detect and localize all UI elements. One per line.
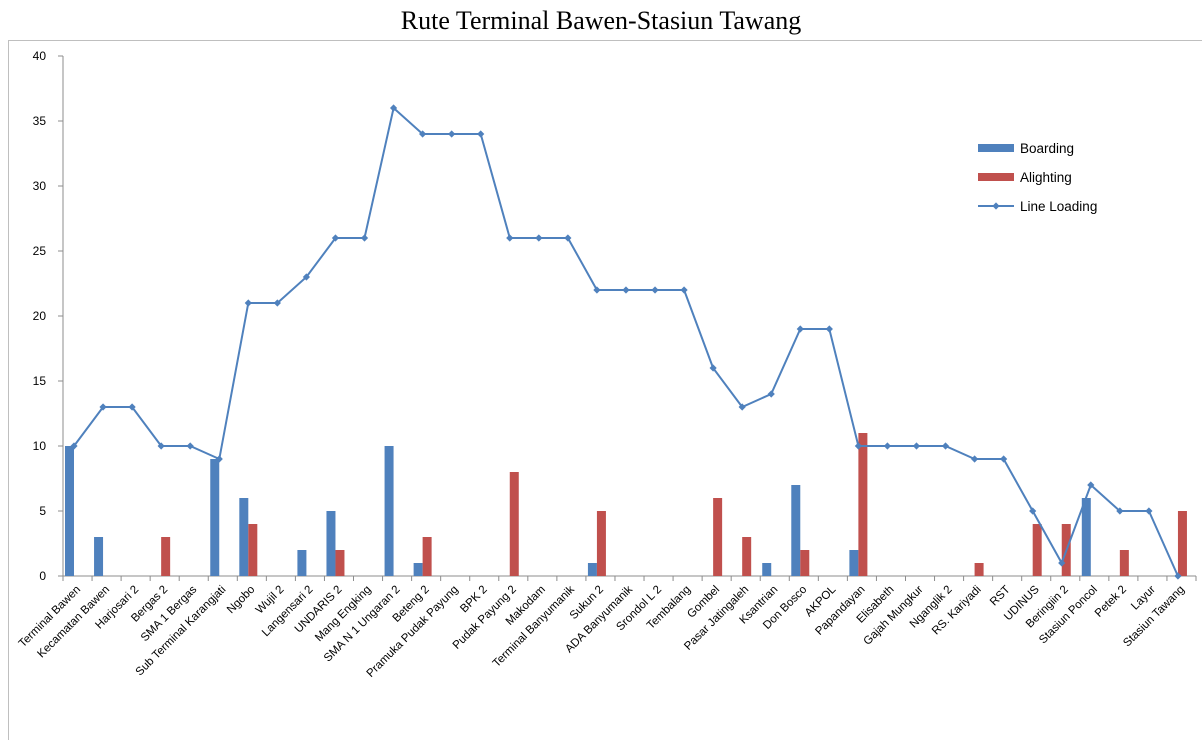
line-loading-point (564, 234, 572, 242)
legend-label: Line Loading (1020, 199, 1097, 214)
line-loading-point (941, 442, 950, 450)
bar-alighting (1032, 524, 1042, 576)
bar-boarding (1081, 498, 1091, 576)
bar-alighting (1177, 511, 1187, 576)
y-tick-label: 30 (33, 179, 47, 193)
line-loading-point (651, 286, 659, 294)
y-tick-label: 15 (33, 374, 47, 388)
line-loading-point (244, 299, 252, 307)
line-loading-point (506, 234, 514, 242)
bar-boarding (384, 446, 394, 576)
line-loading-point (419, 130, 427, 138)
y-tick-label: 35 (33, 114, 47, 128)
bar-boarding (791, 485, 801, 576)
bar-boarding (413, 563, 423, 576)
line-loading-point (1058, 559, 1066, 567)
line-loading-point (1000, 455, 1008, 463)
line-loading-point (883, 442, 892, 450)
y-tick-label: 20 (33, 309, 47, 323)
bar-alighting (1119, 550, 1129, 576)
line-loading-point (331, 234, 340, 242)
line-loading-point (854, 442, 862, 450)
bar-alighting (800, 550, 810, 576)
bar-boarding (587, 563, 597, 576)
legend-label: Alighting (1020, 170, 1072, 185)
bar-alighting (713, 498, 723, 576)
bar-alighting (161, 537, 171, 576)
line-loading-point (767, 390, 775, 398)
y-tick-label: 10 (33, 439, 47, 453)
line-loading-point (360, 234, 369, 242)
bar-alighting (974, 563, 984, 576)
legend-swatch-bar (978, 173, 1014, 181)
line-loading-point (912, 442, 921, 450)
x-tick-label: RST (988, 584, 1013, 609)
line-loading-point (622, 286, 630, 294)
legend-label: Boarding (1020, 141, 1074, 156)
line-loading-point (477, 130, 485, 138)
bar-boarding (210, 459, 220, 576)
line-loading-point (273, 299, 281, 307)
line-loading-point (825, 325, 833, 333)
bar-boarding (297, 550, 307, 576)
y-tick-label: 0 (39, 569, 46, 583)
bar-alighting (422, 537, 432, 576)
line-loading-point (1145, 507, 1153, 515)
x-tick-label: Petek 2 (1093, 584, 1129, 620)
line-loading-point (215, 455, 223, 463)
line-loading-point (738, 403, 746, 411)
bar-boarding (65, 446, 74, 576)
x-tick-label: Ngobo (225, 584, 257, 616)
y-tick-label: 25 (33, 244, 47, 258)
bar-alighting (742, 537, 752, 576)
line-loading-point (709, 364, 717, 372)
line-loading-point (389, 104, 398, 112)
bar-boarding (326, 511, 336, 576)
line-loading-point (535, 234, 543, 242)
chart-frame (8, 40, 1202, 740)
line-loading-point (970, 455, 979, 463)
bar-alighting (596, 511, 606, 576)
bar-boarding (239, 498, 249, 576)
y-tick-label: 40 (33, 49, 47, 63)
line-loading-point (796, 325, 804, 333)
line-loading-point (680, 286, 688, 294)
line-loading-point (128, 403, 136, 411)
line-loading-point (1116, 507, 1124, 515)
line-loading-point (1029, 507, 1037, 515)
bar-boarding (849, 550, 859, 576)
line-loading-point (1087, 481, 1095, 489)
y-tick-label: 5 (39, 504, 46, 518)
chart-title: Rute Terminal Bawen-Stasiun Tawang (400, 6, 802, 35)
line-loading-point (186, 442, 194, 450)
bar-alighting (858, 433, 868, 576)
line-loading-point (593, 286, 601, 294)
line-loading-point (448, 130, 456, 138)
line-loading-point (302, 273, 311, 281)
bar-alighting (335, 550, 345, 576)
bar-alighting (248, 524, 258, 576)
line-loading-point (99, 403, 107, 411)
bar-boarding (94, 537, 104, 576)
bar-boarding (762, 563, 772, 576)
legend-swatch-bar (978, 144, 1014, 152)
legend-swatch-marker (992, 202, 1000, 210)
line-loading-point (157, 442, 165, 450)
bar-alighting (509, 472, 519, 576)
line-loading-point (70, 442, 78, 450)
line-loading-point (1174, 572, 1182, 580)
